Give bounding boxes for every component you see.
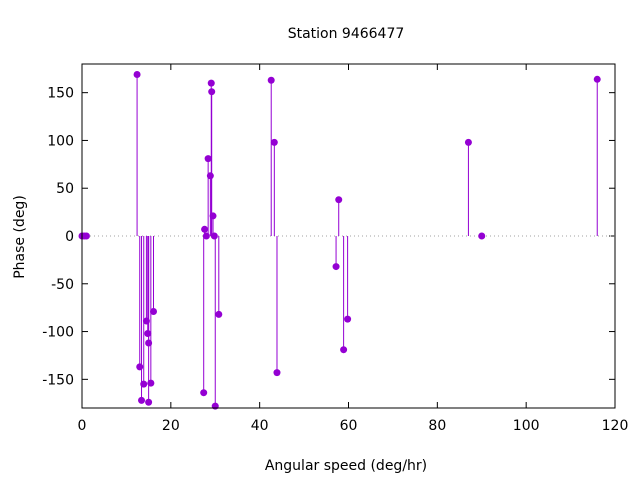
data-point <box>210 232 218 240</box>
y-tick-label: 50 <box>56 181 74 197</box>
data-point <box>344 315 352 323</box>
data-point <box>133 71 141 79</box>
data-point <box>340 346 348 354</box>
x-tick-label: 60 <box>340 418 358 434</box>
y-tick-label: -50 <box>51 277 74 293</box>
data-point <box>464 138 472 146</box>
data-point <box>136 363 144 371</box>
data-point <box>82 232 90 240</box>
y-tick-label: -150 <box>42 372 74 388</box>
y-tick-label: 0 <box>65 229 74 245</box>
y-tick-label: 100 <box>47 133 74 149</box>
x-tick-label: 0 <box>78 418 87 434</box>
data-point <box>208 88 216 96</box>
data-point <box>206 172 214 180</box>
y-tick-label: 150 <box>47 86 74 102</box>
x-tick-label: 120 <box>602 418 629 434</box>
data-point <box>478 232 486 240</box>
plot-frame <box>81 63 616 409</box>
y-tick-label: -100 <box>42 325 74 341</box>
data-point <box>273 369 281 377</box>
data-point <box>270 138 278 146</box>
x-tick-label: 20 <box>162 418 180 434</box>
x-tick-label: 80 <box>428 418 446 434</box>
x-axis-label: Angular speed (deg/hr) <box>265 458 427 474</box>
x-tick-label: 100 <box>513 418 540 434</box>
data-marks <box>78 71 601 410</box>
x-tick-label: 40 <box>251 418 269 434</box>
data-point <box>202 232 210 240</box>
data-point <box>150 307 158 315</box>
data-point <box>267 76 275 84</box>
data-point <box>332 263 340 271</box>
data-point <box>593 75 601 83</box>
data-point <box>147 379 155 387</box>
data-point <box>207 79 215 87</box>
data-point <box>215 310 223 318</box>
data-point <box>211 402 219 410</box>
data-point <box>145 398 153 406</box>
data-point <box>204 155 212 163</box>
axes: 0 20 40 60 80 100 120 -150 -100 -50 0 50 100 150 <box>42 64 628 434</box>
data-point <box>140 380 148 388</box>
y-axis-label: Phase (deg) <box>12 195 28 279</box>
data-point <box>144 329 152 337</box>
chart-title: Station 9466477 <box>288 26 405 42</box>
data-point <box>335 196 343 204</box>
data-point <box>209 212 217 220</box>
data-point <box>200 389 208 397</box>
data-point <box>138 396 146 404</box>
data-point <box>201 225 209 233</box>
